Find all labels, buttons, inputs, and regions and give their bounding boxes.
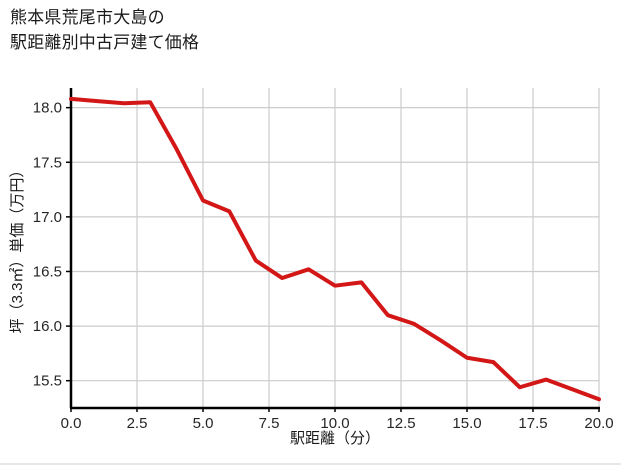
x-tick-label: 5.0: [193, 415, 214, 432]
x-tick-label: 15.0: [452, 415, 481, 432]
figure-bottom-divider: [0, 463, 621, 465]
x-axis-title: 駅距離（分）: [290, 429, 380, 447]
y-tick-label: 16.0: [33, 318, 62, 335]
y-tick-label: 15.5: [33, 373, 62, 390]
y-tick-label: 17.5: [33, 154, 62, 171]
x-tick-labels-group: 0.0 2.5 5.0 7.5 10.0 12.5 15.0 17.5 20.0: [61, 415, 614, 432]
x-tick-label: 2.5: [127, 415, 148, 432]
price-trend-line: [69, 96, 601, 402]
x-tick-label: 20.0: [584, 415, 613, 432]
x-tick-label: 7.5: [259, 415, 280, 432]
y-tick-label: 17.0: [33, 209, 62, 226]
y-tick-labels-group: 15.5 16.0 16.5 17.0 17.5 18.0: [33, 100, 62, 390]
y-axis-title: 坪（3.3㎡）単価（万円）: [9, 163, 26, 334]
y-tick-label: 18.0: [33, 100, 62, 117]
chart-title: 熊本県荒尾市大島の 駅距離別中古戸建て価格: [10, 8, 200, 52]
x-tick-label: 12.5: [386, 415, 415, 432]
y-tick-label: 16.5: [33, 263, 62, 280]
x-tick-label: 10.0: [320, 415, 349, 432]
gridlines-group: [70, 88, 600, 408]
x-tick-label: 17.5: [518, 415, 547, 432]
x-tick-label: 0.0: [61, 415, 82, 432]
